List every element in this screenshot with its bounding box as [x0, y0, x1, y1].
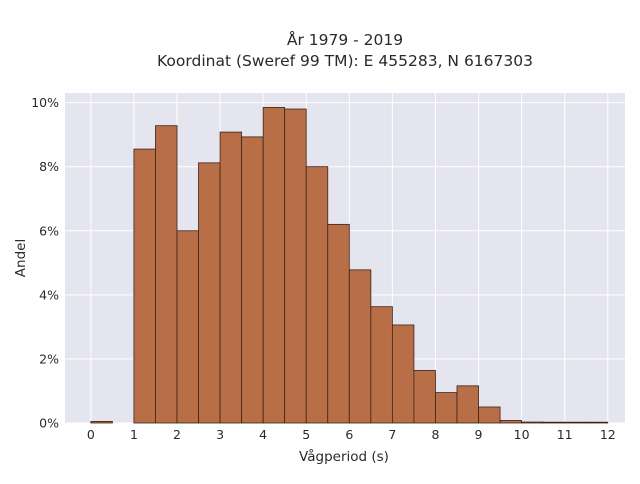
- histogram-bar: [348, 269, 372, 424]
- histogram-bar: [176, 230, 199, 424]
- x-tick-label: 4: [259, 427, 267, 442]
- y-tick-label: 4%: [39, 287, 59, 302]
- histogram-bar: [499, 420, 523, 424]
- chart-title-line-1: År 1979 - 2019: [287, 30, 403, 49]
- x-tick-label: 9: [475, 427, 483, 442]
- y-tick-label: 2%: [39, 351, 59, 366]
- x-tick-label: 1: [130, 427, 138, 442]
- histogram-bar: [478, 406, 501, 424]
- histogram-bar: [262, 107, 286, 424]
- histogram-bar: [198, 162, 221, 424]
- histogram-bar: [542, 421, 566, 424]
- histogram-bar: [391, 324, 415, 424]
- y-axis-title: Andel: [13, 239, 29, 277]
- histogram-bar: [133, 148, 156, 424]
- histogram-bar: [241, 136, 264, 424]
- x-tick-label: 5: [302, 427, 310, 442]
- histogram-bar: [219, 131, 243, 424]
- y-tick-label: 6%: [39, 223, 59, 238]
- histogram-bar: [327, 223, 350, 424]
- histogram-bar: [305, 166, 329, 424]
- x-axis-title: Vågperiod (s): [299, 448, 389, 465]
- x-tick-label: 7: [388, 427, 396, 442]
- chart-title-line-2: Koordinat (Sweref 99 TM): E 455283, N 61…: [157, 52, 533, 70]
- x-tick-label: 6: [345, 427, 353, 442]
- histogram-bar: [564, 421, 587, 424]
- x-tick-label: 3: [216, 427, 224, 442]
- x-tick-label: 10: [514, 427, 530, 442]
- histogram-bar: [90, 420, 113, 424]
- x-tick-label: 0: [87, 427, 95, 442]
- x-tick-label: 12: [600, 427, 616, 442]
- y-tick-label: 0%: [39, 416, 59, 431]
- histogram-bar: [284, 108, 307, 424]
- histogram-bar: [585, 421, 609, 424]
- histogram-bar: [435, 392, 458, 424]
- histogram-bar: [456, 385, 479, 424]
- bar-layer: [90, 107, 609, 424]
- y-tick-label: 8%: [39, 159, 59, 174]
- histogram-bar: [370, 306, 393, 424]
- histogram-bar: [155, 125, 178, 424]
- x-tick-label: 11: [557, 427, 573, 442]
- x-tick-label: 2: [173, 427, 181, 442]
- histogram-bar: [413, 370, 436, 424]
- x-tick-label: 8: [431, 427, 439, 442]
- y-tick-label: 10%: [31, 95, 59, 110]
- histogram-bar: [521, 421, 544, 424]
- tick-label-layer: 0 1 2 3 4 5 6 7 8 9 10 11 120%2%4%6%8%10%: [31, 95, 616, 442]
